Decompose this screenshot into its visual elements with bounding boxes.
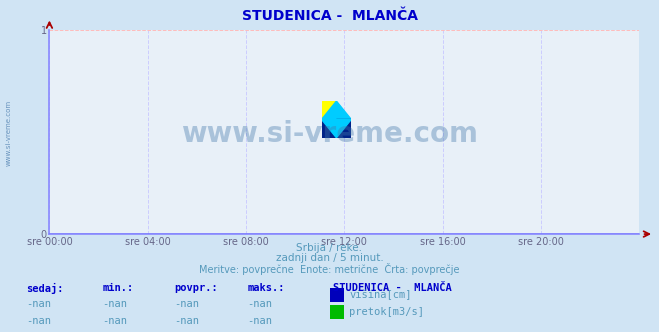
Text: STUDENICA -  MLANČA: STUDENICA - MLANČA <box>333 283 451 293</box>
Text: Meritve: povprečne  Enote: metrične  Črta: povprečje: Meritve: povprečne Enote: metrične Črta:… <box>199 263 460 275</box>
Text: www.si-vreme.com: www.si-vreme.com <box>5 100 12 166</box>
Text: -nan: -nan <box>102 299 127 309</box>
Text: -nan: -nan <box>26 316 51 326</box>
Text: www.si-vreme.com: www.si-vreme.com <box>181 121 478 148</box>
Polygon shape <box>322 101 351 120</box>
Text: -nan: -nan <box>26 299 51 309</box>
Text: sedaj:: sedaj: <box>26 283 64 294</box>
Text: povpr.:: povpr.: <box>175 283 218 293</box>
Text: min.:: min.: <box>102 283 133 293</box>
Text: -nan: -nan <box>175 316 200 326</box>
Text: -nan: -nan <box>175 299 200 309</box>
Text: -nan: -nan <box>102 316 127 326</box>
Text: višina[cm]: višina[cm] <box>349 290 412 300</box>
Polygon shape <box>336 120 351 138</box>
Polygon shape <box>322 120 336 138</box>
Text: zadnji dan / 5 minut.: zadnji dan / 5 minut. <box>275 253 384 263</box>
Text: Srbija / reke.: Srbija / reke. <box>297 243 362 253</box>
Text: pretok[m3/s]: pretok[m3/s] <box>349 307 424 317</box>
Text: STUDENICA -  MLANČA: STUDENICA - MLANČA <box>241 9 418 23</box>
Polygon shape <box>322 101 336 120</box>
Text: -nan: -nan <box>247 299 272 309</box>
Polygon shape <box>322 120 351 138</box>
Text: -nan: -nan <box>247 316 272 326</box>
Text: maks.:: maks.: <box>247 283 285 293</box>
